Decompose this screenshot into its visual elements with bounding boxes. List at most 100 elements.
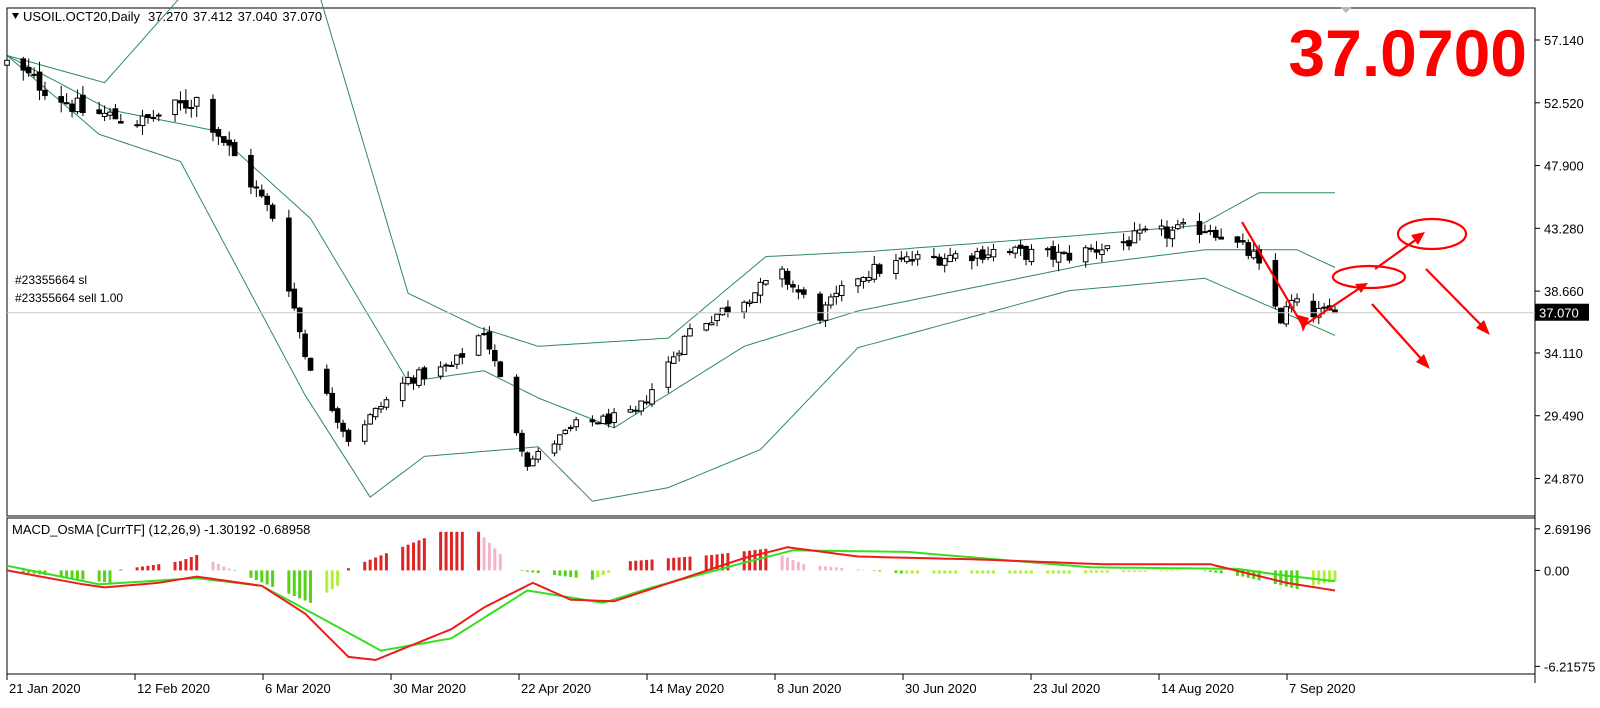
up-arrow-line-1: [1302, 283, 1367, 327]
candle-body: [399, 382, 406, 402]
price-tick-label: 57.140: [1544, 33, 1584, 48]
candle-body: [746, 301, 753, 305]
last-price-label: 37.070: [1539, 306, 1579, 321]
candle-body: [676, 352, 682, 356]
bollinger-upper-band: [6, 0, 1335, 347]
candle-body: [535, 450, 542, 460]
candle-body: [893, 260, 899, 275]
candle-body: [248, 154, 254, 188]
candle-body: [838, 285, 845, 296]
candle-body: [1126, 240, 1132, 247]
arrowhead-up-2: [1411, 232, 1425, 245]
candle-body: [876, 264, 883, 274]
candle-body: [1050, 246, 1056, 260]
candle-body: [898, 257, 905, 260]
candle-body: [611, 412, 617, 423]
candle-body: [188, 107, 195, 110]
candle-body: [63, 102, 70, 105]
macd-panel-frame: [6, 517, 1536, 675]
up-arrow-line-2: [1374, 235, 1422, 270]
candle-body: [405, 376, 411, 385]
candle-body: [1099, 249, 1105, 256]
candle-body: [1218, 236, 1224, 240]
candle-body: [855, 278, 861, 287]
candle-body: [866, 277, 872, 281]
candle-body: [139, 115, 146, 127]
candle-body: [378, 406, 384, 410]
candle-body: [69, 103, 75, 112]
candle-body: [1017, 244, 1024, 249]
candle-body: [226, 139, 233, 146]
time-tick-label: 8 Jun 2020: [777, 681, 841, 696]
arrowhead-down-1: [1416, 354, 1430, 369]
price-axis: 57.140 52.520 47.900 43.280 38.660 34.110 29.4…: [1535, 33, 1584, 487]
candle-body: [600, 415, 607, 425]
arrowhead-down: [1298, 315, 1309, 332]
order-sell-label[interactable]: #23355664 sell 1.00: [15, 291, 123, 305]
candle-body: [1066, 252, 1073, 261]
candle-body: [80, 94, 86, 113]
candle-body: [605, 413, 612, 425]
candle-body: [643, 401, 650, 404]
macd-axis: 2.69196 0.00 -6.21575: [1535, 522, 1595, 674]
arrowhead-down-2: [1476, 320, 1490, 335]
chart-menu-triangle-icon[interactable]: [12, 13, 19, 19]
candle-body: [1131, 230, 1138, 244]
candle-body: [665, 361, 672, 388]
candle-body: [437, 366, 444, 377]
shift-marker-icon[interactable]: [1340, 7, 1352, 13]
candle-body: [448, 364, 455, 367]
candle-body: [231, 141, 238, 157]
candle-body: [557, 434, 563, 445]
order-stoploss-label[interactable]: #23355664 sl: [15, 273, 87, 287]
candle-body: [1207, 230, 1214, 233]
candle-body: [1212, 229, 1219, 238]
candle-body: [324, 368, 330, 394]
candle-body: [687, 328, 693, 337]
time-tick-label: 14 Aug 2020: [1161, 681, 1234, 696]
candle-body: [1006, 251, 1013, 254]
candle-body: [1012, 246, 1018, 254]
candle-body: [155, 114, 162, 117]
candle-body: [860, 276, 867, 282]
candle-body: [443, 364, 449, 367]
candle-body: [329, 392, 336, 411]
candle-body: [763, 280, 769, 285]
candle-body: [990, 249, 997, 258]
candle-body: [817, 293, 823, 321]
candle-body: [513, 376, 520, 434]
arrowhead-up-1: [1355, 283, 1368, 293]
candle-body: [627, 409, 634, 413]
candle-body: [20, 58, 27, 71]
candle-body: [1061, 251, 1067, 255]
candle-body: [1175, 224, 1181, 230]
time-tick-label: 6 Mar 2020: [265, 681, 331, 696]
candle-body: [573, 419, 579, 428]
candle-body: [421, 367, 428, 380]
candle-body: [871, 263, 878, 280]
candle-body: [909, 259, 916, 262]
candle-body: [372, 407, 379, 418]
close-value: 37.070: [282, 9, 322, 24]
candle-body: [1137, 229, 1143, 234]
candle-body: [936, 256, 943, 266]
candle-body: [801, 289, 807, 295]
candle-body: [1104, 245, 1111, 250]
price-tick-label: 34.110: [1544, 346, 1583, 361]
candle-body: [1234, 236, 1241, 243]
macd-lines: [6, 546, 1336, 662]
candle-body: [719, 307, 726, 316]
candle-body: [914, 254, 921, 260]
time-tick-label: 30 Jun 2020: [905, 681, 977, 696]
candle-body: [931, 255, 937, 258]
candle-body: [145, 114, 151, 118]
candle-body: [670, 356, 677, 364]
candle-body: [264, 195, 270, 205]
candle-body: [193, 96, 200, 107]
candle-body: [567, 426, 574, 430]
candle-body: [1277, 307, 1284, 324]
candle-body: [1294, 298, 1300, 303]
candle-body: [703, 323, 710, 331]
candle-body: [589, 419, 596, 423]
time-tick-label: 14 May 2020: [649, 681, 724, 696]
